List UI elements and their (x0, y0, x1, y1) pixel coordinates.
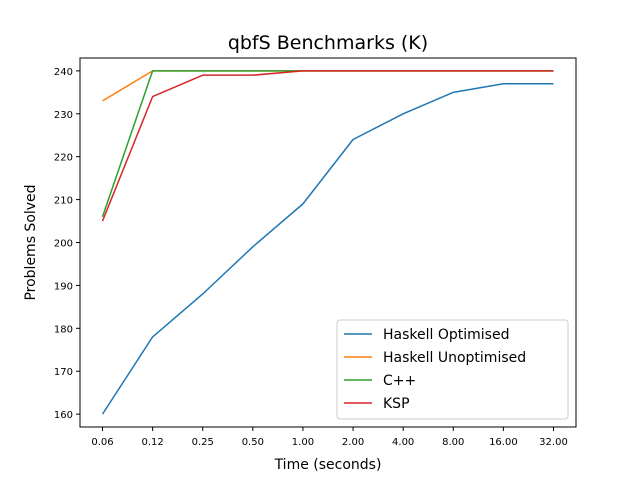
legend-box (336, 319, 569, 420)
x-axis-label: Time (seconds) (274, 457, 382, 473)
x-tick-label: 16.00 (489, 437, 518, 448)
series-line-haskell-optimised (101, 82, 554, 415)
legend-label-haskell-unoptimised: Haskell Unoptimised (383, 350, 526, 366)
y-tick-label: 240 (54, 67, 73, 78)
series-line-ksp (101, 70, 554, 222)
legend-label-haskell-optimised: Haskell Optimised (383, 327, 509, 343)
y-tick-label: 200 (54, 239, 73, 250)
legend-label-c: C++ (383, 373, 416, 389)
x-tick-label: 8.00 (442, 437, 464, 448)
y-axis: 160 170 180 190 200 210 220 230 240 (54, 67, 80, 421)
y-axis-label: Problems Solved (23, 184, 39, 300)
chart-title: qbfS Benchmarks (K) (228, 32, 428, 54)
y-tick-label: 180 (54, 324, 73, 335)
x-tick-label: 1.00 (292, 437, 314, 448)
x-axis: 0.06 0.12 0.25 0.50 1.00 2.00 4.00 8.00 16.00 32.… (91, 427, 568, 448)
series-layer (101, 70, 554, 415)
y-tick-label: 190 (54, 281, 73, 292)
x-tick-label: 0.50 (242, 437, 264, 448)
x-tick-label: 0.12 (141, 437, 163, 448)
y-tick-label: 210 (54, 196, 73, 207)
x-tick-label: 0.06 (91, 437, 113, 448)
x-tick-label: 0.25 (192, 437, 214, 448)
y-tick-label: 230 (54, 110, 73, 121)
legend: Haskell Optimised Haskell Unoptimised C++ K… (336, 319, 569, 420)
legend-label-ksp: KSP (383, 396, 410, 412)
y-tick-label: 170 (54, 367, 73, 378)
y-tick-label: 160 (54, 410, 73, 421)
x-tick-label: 4.00 (392, 437, 414, 448)
x-tick-label: 32.00 (539, 437, 568, 448)
y-tick-label: 220 (54, 153, 73, 164)
x-tick-label: 2.00 (342, 437, 364, 448)
